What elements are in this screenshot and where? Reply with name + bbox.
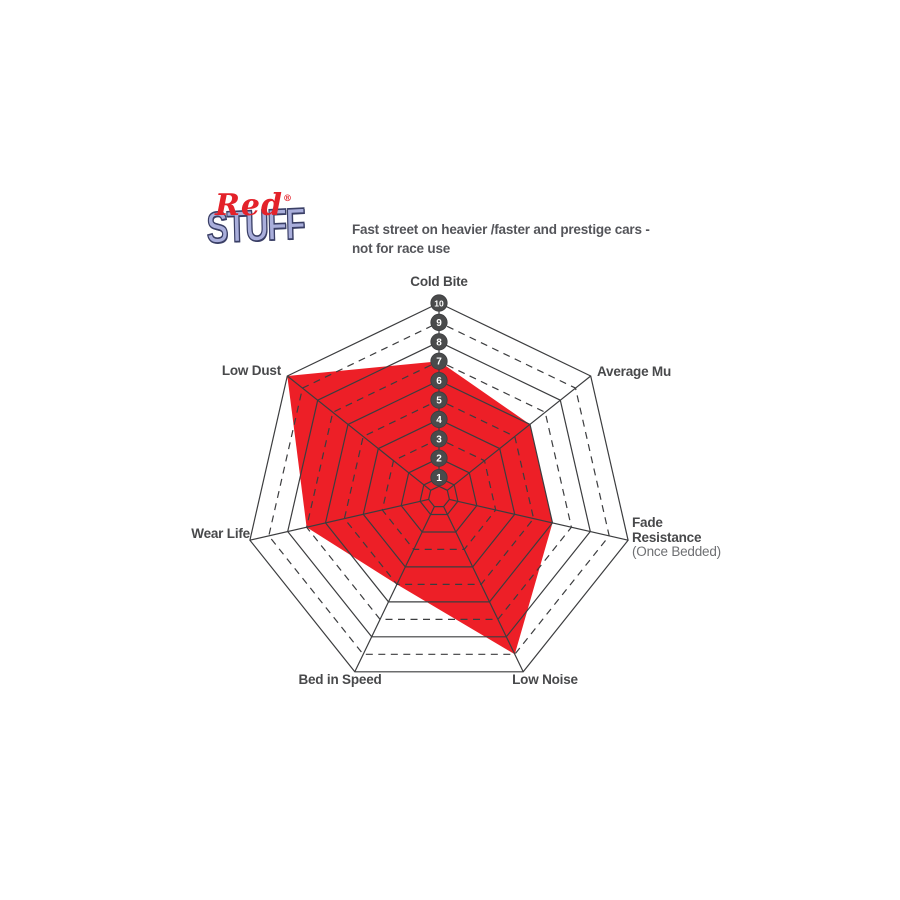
grid-ring-6 xyxy=(324,379,554,603)
scale-badge-number-9: 9 xyxy=(436,318,442,329)
scale-badge-1 xyxy=(430,468,448,487)
scale-badge-2 xyxy=(430,449,448,467)
scale-badge-number-2: 2 xyxy=(436,454,442,465)
fade-label-line3: (Once Bedded) xyxy=(632,544,721,559)
fade-label-line2: Resistance xyxy=(632,529,702,545)
axis-label-wear-life: Wear Life xyxy=(191,526,250,541)
scale-badge-5 xyxy=(430,391,448,409)
grid-ring-8 xyxy=(287,341,591,638)
axis-label-fade-resistance: Fade Resistance (Once Bedded) xyxy=(632,515,721,560)
grid-ring-2 xyxy=(400,457,478,533)
axis-label-average-mu: Average Mu xyxy=(597,364,672,379)
fade-label-line1: Fade xyxy=(632,515,663,530)
scale-badge-4 xyxy=(430,410,448,428)
grid-ring-5 xyxy=(343,399,535,586)
scale-badge-number-5: 5 xyxy=(436,396,442,407)
grid-ring-3 xyxy=(381,438,497,551)
scale-badge-number-7: 7 xyxy=(436,357,442,368)
grid-ring-9 xyxy=(268,321,610,655)
grid-ring-center xyxy=(427,485,451,508)
scale-badge-number-10: 10 xyxy=(434,299,444,309)
axis-spoke-2 xyxy=(449,498,629,541)
grid-ring-7 xyxy=(305,360,573,621)
grid-ring-10 xyxy=(249,302,629,673)
scale-badge-number-3: 3 xyxy=(436,434,442,445)
data-polygon xyxy=(287,361,553,655)
scale-badge-number-1: 1 xyxy=(436,473,442,484)
scale-badge-3 xyxy=(430,430,448,448)
registered-trademark-icon: ® xyxy=(283,194,292,204)
axis-spoke-3 xyxy=(443,506,524,673)
scale-badge-10 xyxy=(430,294,448,312)
chart-subtitle: Fast street on heavier /faster and prest… xyxy=(352,221,650,258)
subtitle-line1: Fast street on heavier /faster and prest… xyxy=(352,222,650,237)
subtitle-line2: not for race use xyxy=(352,240,451,256)
axis-spoke-1 xyxy=(446,375,592,491)
scale-badge-number-6: 6 xyxy=(436,376,442,387)
scale-badge-7 xyxy=(430,352,448,370)
scale-badge-number-8: 8 xyxy=(436,337,442,348)
axis-label-low-noise: Low Noise xyxy=(512,672,578,687)
scale-badge-8 xyxy=(430,333,448,351)
scale-badge-6 xyxy=(430,371,448,390)
axis-label-cold-bite: Cold Bite xyxy=(410,274,468,289)
grid-ring-4 xyxy=(362,418,516,568)
brand-logo: Red® STUFF xyxy=(205,188,315,270)
scale-badge-9 xyxy=(430,313,448,331)
axis-label-bed-in-speed: Bed in Speed xyxy=(298,672,382,687)
axis-label-low-dust: Low Dust xyxy=(221,363,281,378)
axis-spoke-5 xyxy=(249,498,429,541)
scale-badge-number-4: 4 xyxy=(436,415,442,426)
logo-word-red: Red® xyxy=(215,188,292,223)
logo-red-text: Red xyxy=(215,188,283,223)
axis-spoke-4 xyxy=(354,506,435,673)
grid-ring-1 xyxy=(419,476,459,516)
axis-spoke-6 xyxy=(286,375,432,491)
